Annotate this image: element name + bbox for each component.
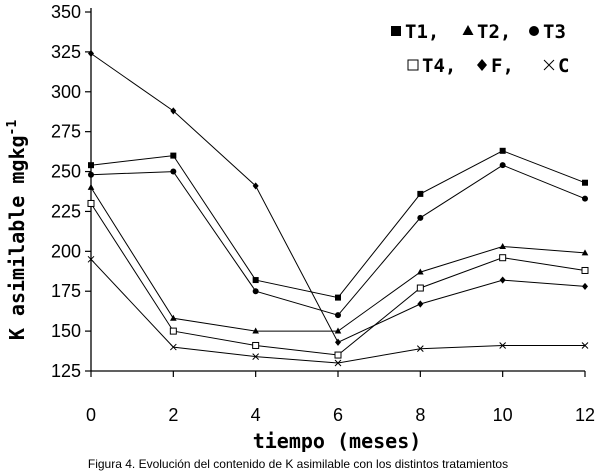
series-T4 bbox=[87, 199, 589, 359]
y-tick-label: 150 bbox=[51, 321, 81, 341]
data-point-T1 bbox=[252, 277, 259, 284]
data-point-F bbox=[170, 107, 177, 115]
y-axis-title: K asimilable mgkg-1 bbox=[5, 120, 29, 341]
data-point-T1 bbox=[499, 147, 506, 154]
data-point-C bbox=[169, 343, 177, 351]
data-point-C bbox=[334, 359, 342, 367]
data-point-T2 bbox=[581, 249, 589, 256]
legend-marker-T3 bbox=[529, 26, 539, 36]
data-point-F bbox=[335, 338, 341, 346]
x-tick-label: 10 bbox=[493, 405, 513, 425]
series-C bbox=[87, 255, 589, 367]
y-axis-title-text: K asimilable mgkg bbox=[5, 135, 29, 340]
legend-label-T4: T4, bbox=[422, 55, 456, 77]
data-point-T4 bbox=[334, 351, 342, 359]
x-tick-label: 0 bbox=[86, 405, 96, 425]
data-point-F bbox=[252, 182, 259, 190]
legend-label-F: F, bbox=[491, 55, 514, 77]
data-point-T2 bbox=[417, 268, 424, 275]
data-point-T2 bbox=[170, 314, 177, 321]
x-tick-label: 4 bbox=[251, 405, 261, 425]
data-point-T3 bbox=[88, 171, 94, 178]
data-point-T3 bbox=[582, 195, 588, 202]
legend-marker-T4 bbox=[407, 59, 419, 71]
legend-marker-F bbox=[477, 59, 487, 71]
data-point-C bbox=[416, 345, 424, 353]
y-tick-label: 125 bbox=[51, 361, 81, 381]
data-point-C bbox=[581, 342, 589, 349]
data-point-F bbox=[417, 300, 424, 308]
y-tick-label: 225 bbox=[51, 201, 81, 221]
x-tick-label: 2 bbox=[168, 405, 178, 425]
data-point-T4 bbox=[169, 327, 177, 335]
data-point-C bbox=[252, 353, 260, 360]
data-point-T1 bbox=[170, 152, 177, 159]
x-tick-label: 8 bbox=[415, 405, 425, 425]
legend-marker-T2 bbox=[462, 25, 474, 35]
x-axis-title: tiempo (meses) bbox=[253, 429, 422, 453]
series-T3 bbox=[88, 162, 588, 319]
series-F bbox=[88, 49, 588, 346]
data-point-T2 bbox=[87, 183, 95, 190]
data-point-T4 bbox=[416, 284, 424, 292]
data-point-T3 bbox=[252, 288, 259, 295]
data-point-F bbox=[499, 276, 506, 284]
data-point-T3 bbox=[335, 312, 341, 319]
series-T1 bbox=[88, 147, 588, 301]
y-tick-label: 350 bbox=[51, 2, 81, 22]
x-tick-label: 12 bbox=[575, 405, 595, 425]
data-point-T2 bbox=[334, 327, 342, 334]
legend-label-C: C bbox=[558, 55, 569, 77]
series-layer bbox=[87, 49, 589, 367]
data-point-T3 bbox=[170, 168, 177, 175]
data-point-T4 bbox=[87, 199, 95, 207]
series-line-C bbox=[90, 258, 585, 364]
x-tick-label: 6 bbox=[333, 405, 343, 425]
y-tick-label: 175 bbox=[51, 281, 81, 301]
series-line-T3 bbox=[90, 164, 586, 316]
data-point-T3 bbox=[417, 214, 424, 221]
data-point-T3 bbox=[499, 162, 506, 169]
legend-label-T3: T3 bbox=[543, 21, 566, 43]
y-tick-label: 325 bbox=[51, 42, 81, 62]
data-point-T4 bbox=[581, 266, 589, 274]
legend-marker-T1 bbox=[391, 26, 401, 36]
series-T2 bbox=[87, 183, 589, 334]
y-axis-title-superscript: -1 bbox=[5, 120, 20, 136]
data-point-T1 bbox=[582, 179, 588, 186]
data-point-T1 bbox=[417, 190, 424, 197]
data-point-T4 bbox=[252, 341, 260, 349]
data-point-C bbox=[499, 342, 507, 349]
y-tick-label: 275 bbox=[51, 122, 81, 142]
data-point-T4 bbox=[499, 254, 507, 262]
figure-caption: Figura 4. Evolución del contenido de K a… bbox=[88, 457, 508, 471]
y-tick-label: 250 bbox=[51, 162, 81, 182]
y-tick-label: 300 bbox=[51, 82, 81, 102]
data-point-T2 bbox=[499, 242, 506, 249]
data-point-F bbox=[88, 49, 94, 58]
legend-label-T1: T1, bbox=[405, 21, 439, 43]
y-tick-label: 200 bbox=[51, 241, 81, 261]
series-line-T1 bbox=[90, 150, 586, 299]
data-point-C bbox=[87, 255, 95, 263]
legend-label-T2: T2, bbox=[477, 21, 511, 43]
data-point-T1 bbox=[88, 162, 94, 169]
legend-marker-C bbox=[543, 59, 555, 71]
data-point-T2 bbox=[252, 327, 259, 334]
axes: 125 150 175 200 225 250 275 300 325 350 0 2 4 6 8 10 12 bbox=[51, 2, 595, 425]
legend: T1, T2, T3 T4, F, C bbox=[391, 21, 569, 77]
data-point-F bbox=[582, 282, 588, 291]
data-point-T1 bbox=[335, 294, 341, 301]
